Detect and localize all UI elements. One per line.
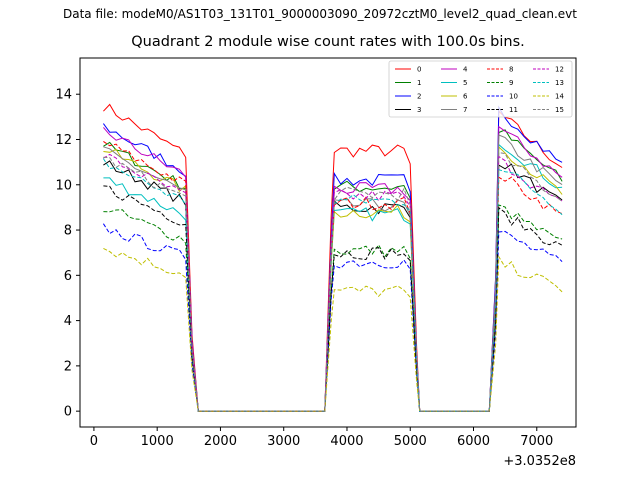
x-tick-label: 2000 <box>204 434 237 449</box>
legend-label-9: 9 <box>509 79 513 87</box>
axes-frame <box>79 57 577 428</box>
y-tick-label: 8 <box>64 224 72 239</box>
legend-label-12: 12 <box>555 66 564 74</box>
x-tick-label: 1000 <box>141 434 174 449</box>
series-line-15 <box>103 152 563 412</box>
y-tick-label: 0 <box>64 405 72 420</box>
legend-label-6: 6 <box>463 93 468 101</box>
series-line-8 <box>103 140 563 412</box>
legend-label-8: 8 <box>509 66 513 74</box>
legend-label-2: 2 <box>417 93 421 101</box>
legend-label-10: 10 <box>509 93 518 101</box>
legend-label-13: 13 <box>555 79 564 87</box>
legend-label-5: 5 <box>463 79 467 87</box>
y-tick-label: 2 <box>64 359 72 374</box>
x-tick-label: 7000 <box>520 434 553 449</box>
legend-label-1: 1 <box>417 79 421 87</box>
axes-background <box>80 58 576 427</box>
x-tick-label: 3000 <box>267 434 300 449</box>
legend-label-3: 3 <box>417 106 421 114</box>
y-tick-label: 6 <box>64 269 72 284</box>
legend-label-11: 11 <box>509 106 518 114</box>
legend-label-14: 14 <box>555 93 564 101</box>
chart-title: Quadrant 2 module wise count rates with … <box>131 34 525 50</box>
figure-supertitle: Data file: modeM0/AS1T03_131T01_90000030… <box>63 7 577 21</box>
axis-layer: 0 1000 2000 3000 4000 5000 6000 7000 0 2 4 6 8 10 12 14… <box>55 88 576 469</box>
x-tick-label: 6000 <box>457 434 490 449</box>
x-tick-label: 4000 <box>330 434 363 449</box>
x-tick-label: 0 <box>90 434 98 449</box>
x-offset-label: +3.0352e8 <box>503 454 576 469</box>
legend-label-15: 15 <box>555 106 564 114</box>
y-tick-label: 10 <box>55 178 72 193</box>
legend-label-0: 0 <box>417 66 421 74</box>
legend-label-7: 7 <box>463 106 467 114</box>
legend-label-4: 4 <box>463 66 468 74</box>
x-tick-label: 5000 <box>394 434 427 449</box>
y-tick-label: 14 <box>55 88 72 103</box>
y-tick-label: 12 <box>55 133 72 148</box>
y-tick-label: 4 <box>64 314 72 329</box>
series-layer <box>102 103 563 412</box>
series-line-10 <box>102 223 563 412</box>
series-line-14 <box>103 247 563 412</box>
